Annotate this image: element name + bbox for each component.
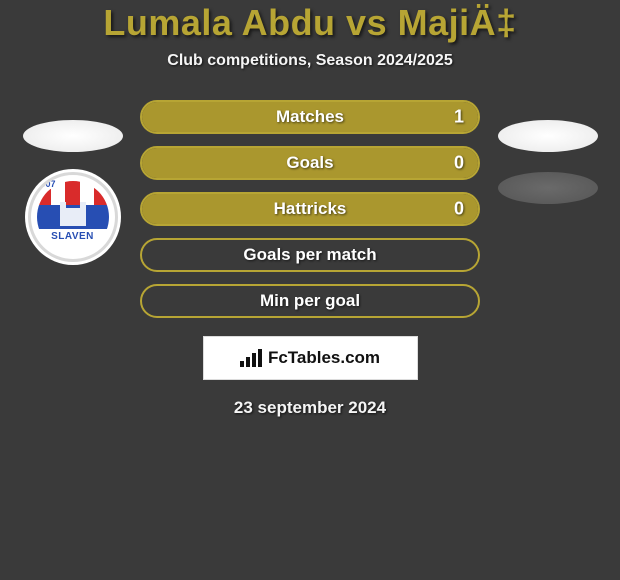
stat-row: Hattricks 0 — [140, 192, 480, 226]
stat-value: 1 — [454, 107, 464, 128]
stat-label: Goals — [286, 153, 333, 173]
stat-label: Hattricks — [274, 199, 347, 219]
crest-name: SLAVEN — [37, 229, 109, 253]
player-placeholder-icon — [498, 120, 598, 152]
stat-row: Min per goal — [140, 284, 480, 318]
right-team-area — [485, 120, 610, 204]
promo-label: FcTables.com — [268, 348, 380, 368]
stat-value: 0 — [454, 199, 464, 220]
stat-label: Goals per match — [243, 245, 376, 265]
stat-row: Matches 1 — [140, 100, 480, 134]
page-title: Lumala Abdu vs MajiÄ‡ — [103, 2, 516, 44]
club-crest-icon: SLAVEN 1907 — [28, 172, 118, 262]
date-label: 23 september 2024 — [234, 398, 386, 418]
stats-list: Matches 1 Goals 0 Hattricks 0 Goals per match M… — [140, 100, 480, 318]
stat-label: Matches — [276, 107, 344, 127]
stat-row: Goals per match — [140, 238, 480, 272]
page-subtitle: Club competitions, Season 2024/2025 — [167, 52, 452, 70]
left-team-area: SLAVEN 1907 — [10, 120, 135, 262]
stat-value: 0 — [454, 153, 464, 174]
player-placeholder-icon — [498, 172, 598, 204]
crest-year: 1907 — [35, 179, 57, 189]
stat-label: Min per goal — [260, 291, 360, 311]
stat-row: Goals 0 — [140, 146, 480, 180]
player-placeholder-icon — [23, 120, 123, 152]
bar-chart-icon — [240, 349, 262, 367]
fctables-promo[interactable]: FcTables.com — [203, 336, 418, 380]
